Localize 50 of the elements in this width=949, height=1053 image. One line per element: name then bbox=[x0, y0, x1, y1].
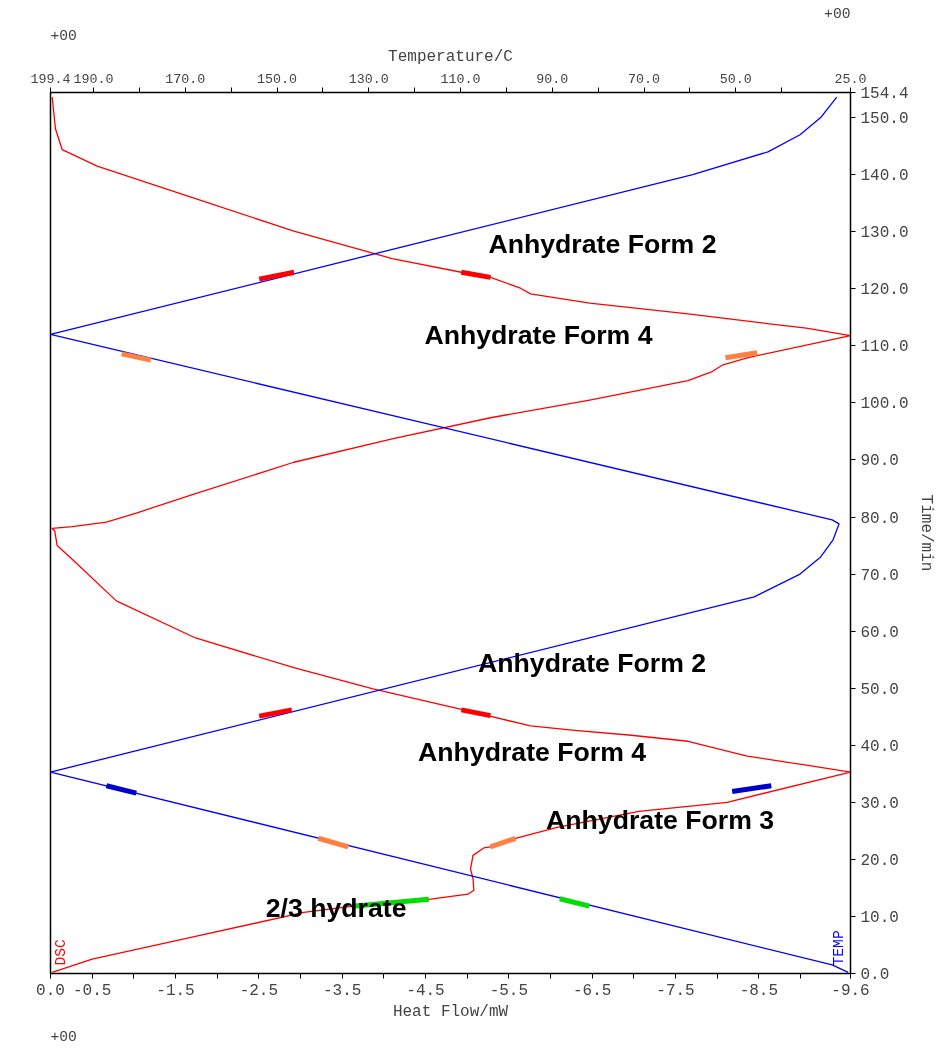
y-tick-label: 40.0 bbox=[860, 737, 899, 756]
y-tick-label: 130.0 bbox=[860, 224, 909, 243]
x-tick-label: -7.5 bbox=[656, 981, 695, 1000]
text: +00 bbox=[50, 1028, 77, 1045]
y-tick-label: 120.0 bbox=[860, 281, 909, 300]
annotation: Anhydrate Form 2 bbox=[478, 648, 707, 679]
x-axis-title: Heat Flow/mW bbox=[392, 1002, 509, 1021]
y-tick-label: 150.0 bbox=[860, 110, 909, 129]
x2-tick-label: 130.0 bbox=[348, 71, 389, 87]
x-tick-label: -0.5 bbox=[72, 981, 112, 1000]
y-tick-label: 110.0 bbox=[860, 338, 909, 357]
y-tick-label: 100.0 bbox=[860, 395, 909, 414]
y-tick-label: 154.4 bbox=[860, 85, 909, 103]
x2-tick-label: 150.0 bbox=[257, 71, 298, 87]
x2-tick-label: 70.0 bbox=[628, 71, 661, 87]
x2-tick-label: 110.0 bbox=[440, 71, 481, 87]
x-tick-label: 0.0 bbox=[36, 981, 65, 1000]
annotation: Anhydrate Form 4 bbox=[424, 319, 653, 350]
text: TEMP bbox=[830, 930, 847, 966]
y-tick-label: 70.0 bbox=[860, 566, 899, 585]
x-tick-label: -1.5 bbox=[156, 981, 195, 1000]
x2-tick-label: 50.0 bbox=[719, 71, 752, 87]
x-tick-label: -8.5 bbox=[739, 981, 779, 1000]
x-tick-label: -3.5 bbox=[322, 981, 362, 1000]
y-tick-label: 60.0 bbox=[860, 623, 899, 642]
text: +00 bbox=[50, 27, 77, 44]
y-tick-label: 0.0 bbox=[860, 966, 890, 984]
y-tick-label: 50.0 bbox=[860, 680, 899, 699]
y-axis-title: Time/min bbox=[916, 494, 935, 572]
x-tick-label: -4.5 bbox=[406, 981, 445, 1000]
y-tick-label: 140.0 bbox=[860, 167, 909, 186]
x-tick-label: -9.6 bbox=[831, 981, 870, 1000]
text: DSC bbox=[52, 938, 69, 966]
x2-axis-title: Temperature/C bbox=[388, 47, 513, 66]
x2-tick-label: 25.0 bbox=[834, 71, 867, 87]
x-tick-label: -2.5 bbox=[239, 981, 279, 1000]
x2-tick-label: 199.4 bbox=[30, 71, 71, 87]
x-tick-label: -6.5 bbox=[572, 981, 612, 1000]
y-tick-label: 30.0 bbox=[860, 794, 899, 813]
x2-tick-label: 190.0 bbox=[73, 71, 114, 87]
x-tick-label: -5.5 bbox=[489, 981, 529, 1000]
text: +00 bbox=[824, 5, 851, 22]
y-tick-label: 80.0 bbox=[860, 509, 899, 528]
y-tick-label: 20.0 bbox=[860, 851, 899, 870]
y-tick-label: 10.0 bbox=[860, 908, 899, 927]
x2-tick-label: 90.0 bbox=[536, 71, 569, 87]
x2-tick-label: 170.0 bbox=[165, 71, 206, 87]
annotation: Anhydrate Form 2 bbox=[488, 229, 717, 260]
annotation: Anhydrate Form 4 bbox=[418, 737, 647, 768]
y-tick-label: 90.0 bbox=[860, 452, 899, 471]
